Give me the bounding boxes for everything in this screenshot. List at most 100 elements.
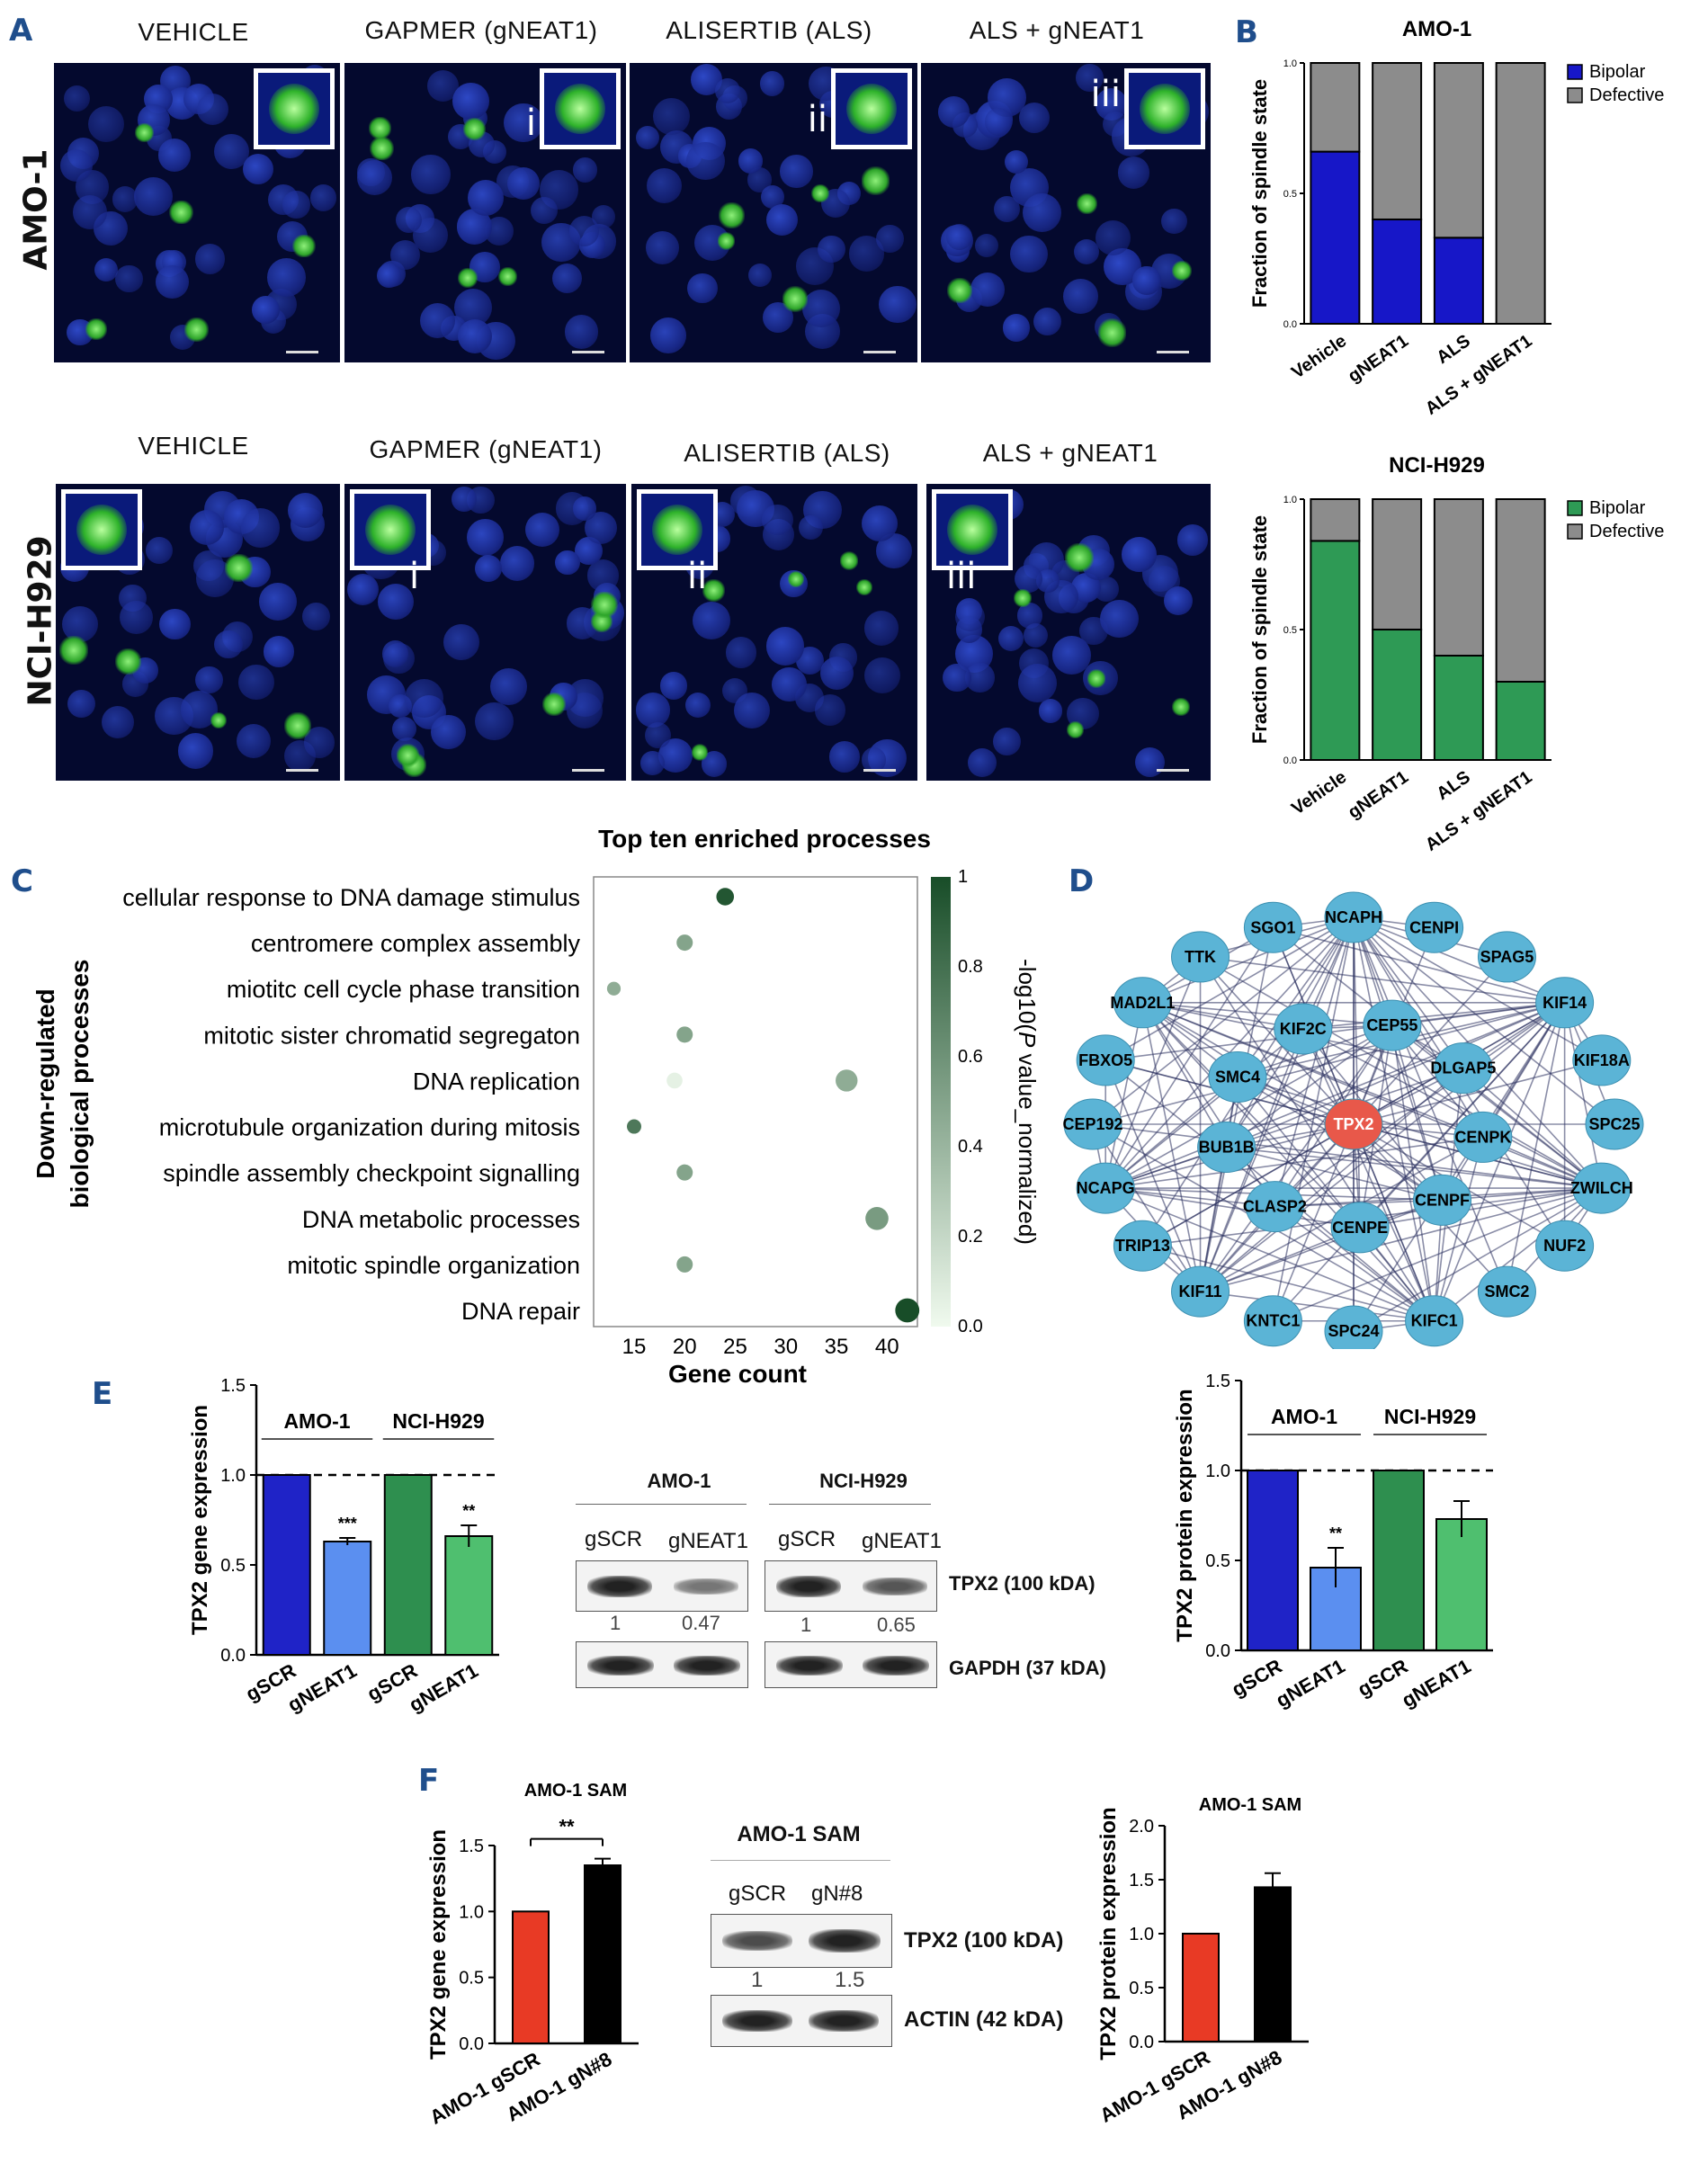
band — [809, 1929, 881, 1953]
panel-label-e: E — [92, 1376, 113, 1412]
blot-group-label: NCI-H929 — [819, 1470, 908, 1492]
network-edge — [1462, 1068, 1603, 1189]
y-tick-label: 0.0 — [1205, 1641, 1230, 1661]
chart-title: NCI-H929 — [1389, 453, 1485, 478]
bar — [1254, 1886, 1292, 2043]
x-tick-label: gNEAT1 — [1345, 331, 1412, 387]
cell-nucleus — [572, 157, 598, 183]
colorbar-tick-label: 0.0 — [958, 1317, 983, 1336]
data-point — [865, 1206, 889, 1230]
band — [674, 1578, 738, 1595]
tpx2-gene-expression-chart: TPX2 gene expression0.00.51.01.5gSCR***g… — [188, 1376, 499, 1717]
y-tick-label: 0.5 — [1283, 625, 1297, 636]
node-label: CENPF — [1415, 1191, 1470, 1209]
group-label: NCI-H929 — [392, 1409, 484, 1433]
cell-nucleus — [1099, 599, 1139, 639]
sam-protein-expression-chart: AMO-1 SAM TPX2 protein expression 0.0 0.5 1.… — [1095, 1795, 1309, 2127]
cell-nucleus — [94, 257, 119, 282]
bar-segment-defective — [1433, 498, 1484, 657]
y-tick-label: 2.0 — [1129, 1817, 1154, 1837]
micrograph-amo1-als-gneat1: iii — [921, 63, 1211, 362]
node-label: KIF18A — [1574, 1051, 1630, 1069]
cell-nucleus — [943, 663, 971, 692]
network-edge — [1353, 916, 1464, 1069]
cell-nucleus — [863, 611, 899, 646]
spindle-signal — [856, 578, 873, 595]
cell-nucleus — [134, 177, 174, 217]
network-node — [1405, 901, 1464, 953]
cell-nucleus — [992, 728, 1021, 756]
x-tick-label: 35 — [825, 1335, 849, 1359]
panel-label-b: B — [1235, 14, 1258, 50]
node-label: SMC2 — [1484, 1283, 1529, 1300]
band-label-gapdh: GAPDH (37 kDA) — [949, 1657, 1106, 1679]
network-edge — [1199, 1024, 1393, 1292]
y-tick-label: 0.5 — [459, 1969, 484, 1989]
category-label: centromere complex assembly — [251, 930, 581, 957]
lane-label: gNEAT1 — [668, 1529, 748, 1553]
cell-nucleus — [263, 635, 295, 667]
x-tick-label: ALS — [1433, 767, 1473, 804]
cell-nucleus — [112, 186, 139, 212]
network-edge — [1141, 1002, 1202, 1292]
chart-title: AMO-1 — [1402, 17, 1471, 41]
spindle-signal — [463, 117, 486, 140]
bar-segment-defective — [1495, 498, 1546, 683]
protein-interaction-network: NCAPH CENPI SPAG5 KIF14 KIF18A SPC25 ZWILCH NUF… — [1062, 891, 1644, 1349]
y-axis-label: Fraction of spindle state — [1248, 515, 1271, 744]
x-tick-label: gNEAT1 — [1345, 767, 1412, 823]
network-node — [1572, 1034, 1632, 1086]
inset-marker: i — [525, 103, 536, 144]
x-tick-label: ALS + gNEAT1 — [1422, 331, 1536, 419]
group-label: NCI-H929 — [1384, 1405, 1476, 1428]
band-label-actin: ACTIN (42 kDA) — [904, 2007, 1064, 2032]
colorbar-tick-label: 0.6 — [958, 1047, 983, 1067]
micrograph-amo1-alisertib: ii — [630, 63, 917, 362]
spindle-inset — [540, 68, 621, 149]
band — [863, 1578, 927, 1595]
network-edge — [1506, 1002, 1566, 1292]
data-point — [895, 1298, 920, 1323]
network-edge — [1141, 1123, 1355, 1247]
inset-marker: ii — [687, 556, 708, 597]
x-tick-label: 25 — [723, 1335, 747, 1359]
node-label: KNTC1 — [1246, 1312, 1300, 1330]
cell-nucleus — [524, 512, 559, 547]
scale-bar — [286, 351, 318, 353]
bar — [1435, 1518, 1488, 1651]
colorbar-tick-label: 0.8 — [958, 957, 983, 977]
cell-nucleus — [997, 625, 1024, 651]
network-edge — [1141, 1002, 1361, 1229]
spindle-inset — [350, 489, 431, 570]
node-label: BUB1B — [1199, 1139, 1255, 1157]
spindle-signal — [135, 123, 154, 143]
cell-nucleus — [653, 98, 691, 136]
y-axis-label: TPX2 protein expression — [1096, 1807, 1121, 2060]
spindle-signal — [210, 712, 228, 729]
cell-nucleus — [1024, 622, 1049, 648]
node-label: SPC24 — [1328, 1322, 1379, 1340]
inset-marker: i — [409, 556, 420, 597]
data-point — [716, 888, 735, 906]
x-tick-label: gNEAT1 — [406, 1659, 482, 1717]
column-title: ALS + gNEAT1 — [969, 16, 1145, 44]
network-node — [1171, 931, 1230, 983]
lane-label: gSCR — [778, 1527, 836, 1551]
micrograph-ncih929-gapmer: i — [344, 484, 626, 781]
cell-nucleus — [258, 583, 297, 621]
cell-nucleus — [114, 264, 143, 293]
spindle-signal — [370, 136, 395, 161]
spindle-signal — [1067, 721, 1084, 738]
quant-value: 0.65 — [877, 1613, 916, 1636]
stacked-bar-chart-ncih929: NCI-H929 Fraction of spindle state 0.0 0.5 1… — [1248, 453, 1664, 855]
cell-nucleus — [381, 640, 409, 668]
network-edge — [1441, 1002, 1566, 1201]
legend-label: Defective — [1589, 85, 1664, 105]
spindle-signal — [782, 286, 809, 313]
network-edge — [1302, 1028, 1603, 1189]
cell-nucleus — [1033, 307, 1062, 336]
network-edge — [1200, 1291, 1435, 1322]
column-title: GAPMER (gNEAT1) — [364, 16, 598, 44]
cell-nucleus — [945, 224, 972, 251]
spindle-inset — [831, 68, 912, 149]
